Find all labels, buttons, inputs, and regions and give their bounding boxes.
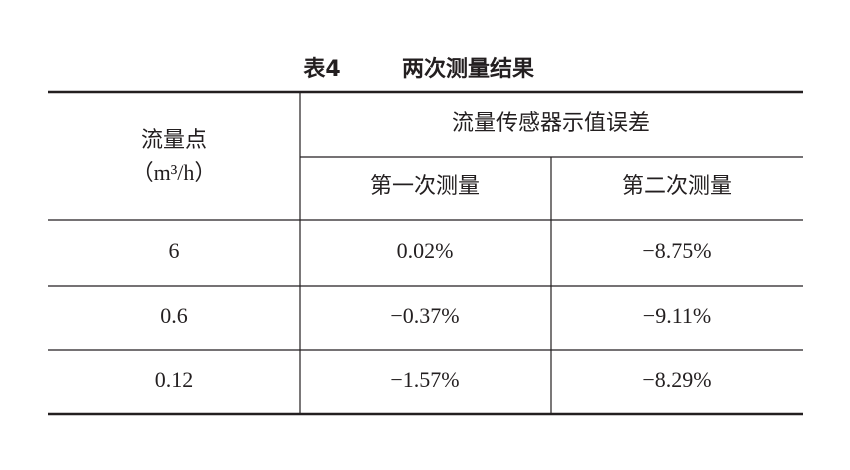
group-header: 流量传感器示值误差 xyxy=(452,110,650,135)
table-cell: −8.29% xyxy=(642,367,711,392)
table-cell: −0.37% xyxy=(390,303,459,328)
table-body: 6 0.02% −8.75% 0.6 −0.37% −9.11% 0.12 −1.57% −8.… xyxy=(155,238,712,392)
table-cell: −1.57% xyxy=(390,367,459,392)
column-header: 第一次测量 xyxy=(370,173,480,198)
table-cell: 0.6 xyxy=(160,303,188,328)
column-header: 第二次测量 xyxy=(622,173,732,198)
table-label: 表4 xyxy=(303,57,340,82)
table-cell: 6 xyxy=(169,238,180,263)
table-cell: −9.11% xyxy=(643,303,711,328)
table-title: 两次测量结果 xyxy=(402,56,534,82)
table-cell: 0.12 xyxy=(155,367,194,392)
table-cell: 0.02% xyxy=(397,238,454,263)
table-cell: −8.75% xyxy=(642,238,711,263)
row-header: 流量点 xyxy=(141,127,207,152)
row-header-unit: （m³/h） xyxy=(132,160,217,185)
